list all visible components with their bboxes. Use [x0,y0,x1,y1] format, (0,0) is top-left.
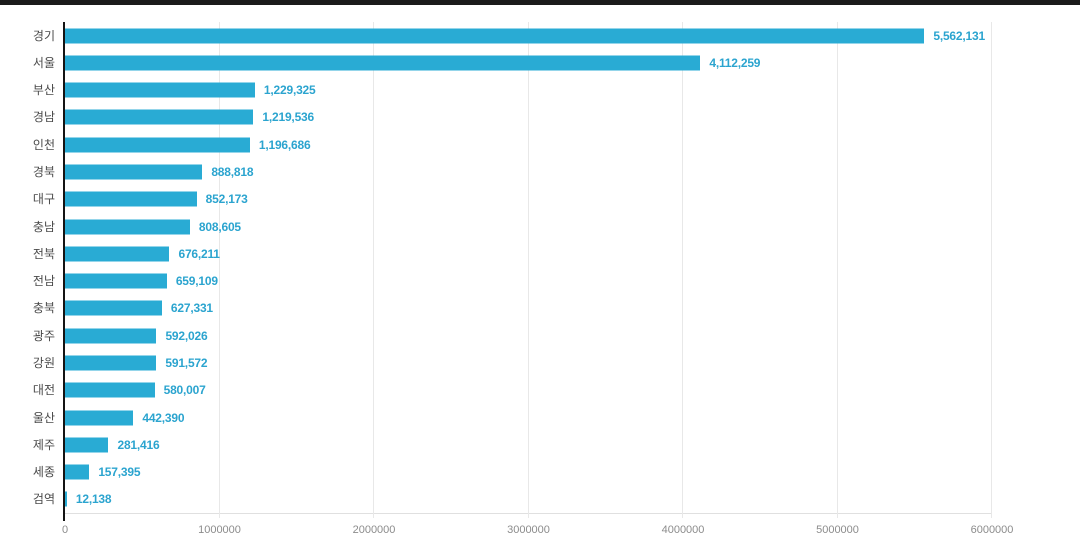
bar-row: 제주 281,416 [33,431,992,458]
value-label: 12,138 [75,492,112,507]
category-label: 경북 [32,165,55,180]
x-axis-zero-tick [63,513,65,521]
x-tick-label: 3000000 [507,524,550,536]
bar [65,300,162,316]
bar [65,328,157,344]
value-label: 4,112,259 [709,55,761,70]
horizontal-bar-chart: 경기 5,562,131 서울 4,112,259 부산 1,229,325 경남 1,219… [0,5,1080,556]
bar-row: 울산 442,390 [33,404,992,431]
bars: 경기 5,562,131 서울 4,112,259 부산 1,229,325 경남 1,219… [33,22,992,513]
bar [65,491,67,507]
value-label: 5,562,131 [933,28,985,43]
value-label: 281,416 [117,437,160,452]
bar-row: 경남 1,219,536 [33,104,992,131]
value-label: 888,818 [211,165,254,180]
gridline [218,22,220,518]
category-label: 제주 [32,437,55,452]
value-label: 592,026 [165,328,208,343]
value-label: 852,173 [205,192,248,207]
value-label: 659,109 [175,274,218,289]
x-tick-label: 6000000 [970,524,1014,536]
category-label: 충남 [32,219,55,234]
x-tick-label: 1000000 [198,524,241,536]
value-label: 808,605 [198,219,241,234]
x-tick-label: 4000000 [661,524,705,536]
category-label: 검역 [32,492,55,507]
category-label: 전북 [32,246,55,261]
plot-area: 경기 5,562,131 서울 4,112,259 부산 1,229,325 경남 1,219… [33,22,992,521]
bar [65,55,701,71]
category-label: 경기 [32,28,55,43]
x-tick-label: 2000000 [352,524,396,536]
bar-row: 전북 676,211 [33,240,992,267]
bar-row: 검역 12,138 [33,486,992,513]
value-label: 1,219,536 [262,110,314,125]
value-label: 1,196,686 [258,137,311,152]
gridline [991,22,992,518]
bar [65,109,254,125]
category-label: 경남 [32,110,55,125]
gridline [836,22,838,518]
value-label: 580,007 [163,383,206,398]
bar [65,464,90,480]
value-label: 627,331 [170,301,213,316]
bar-row: 충북 627,331 [33,295,992,322]
value-label: 442,390 [142,410,185,425]
bar-row: 광주 592,026 [33,322,992,349]
category-label: 세종 [32,465,55,480]
bar [65,219,190,235]
bar-row: 부산 1,229,325 [33,77,992,104]
bar [65,246,170,262]
category-label: 울산 [32,410,55,425]
category-label: 서울 [32,55,55,70]
bar [65,273,167,289]
value-label: 157,395 [98,465,141,480]
bar-row: 전남 659,109 [33,268,992,295]
value-label: 1,229,325 [263,83,316,98]
gridline [527,22,529,518]
x-axis: 0 1000000 2000000 3000000 4000000 5000000 6000… [61,524,1013,540]
gridline [682,22,683,518]
category-label: 부산 [32,83,55,98]
window-top-edge [0,0,1080,5]
bar-row: 경기 5,562,131 [33,22,992,49]
bar-row: 강원 591,572 [33,349,992,376]
category-label: 인천 [32,137,55,152]
category-label: 충북 [32,301,55,316]
gridline [373,22,374,518]
bar [65,82,255,98]
bar-row: 경북 888,818 [33,158,992,185]
bar-row: 세종 157,395 [33,459,992,486]
x-tick-label: 5000000 [816,524,859,536]
bar-row: 서울 4,112,259 [33,49,992,76]
bar [65,382,155,398]
bar [65,137,250,153]
x-tick-label: 0 [61,524,69,536]
category-label: 광주 [32,328,55,343]
bar [65,355,157,371]
category-label: 대전 [32,383,55,398]
bar [65,164,203,180]
category-label: 강원 [32,356,55,371]
value-label: 591,572 [165,356,208,371]
bar-row: 인천 1,196,686 [33,131,992,158]
bar-row: 대전 580,007 [33,377,992,404]
category-label: 전남 [32,274,55,289]
bar-row: 충남 808,605 [33,213,992,240]
category-label: 대구 [32,192,55,207]
bar-row: 대구 852,173 [33,186,992,213]
bar [65,437,109,453]
value-label: 676,211 [178,246,220,261]
bar [65,28,925,44]
bar [65,410,134,426]
bar [65,191,197,207]
